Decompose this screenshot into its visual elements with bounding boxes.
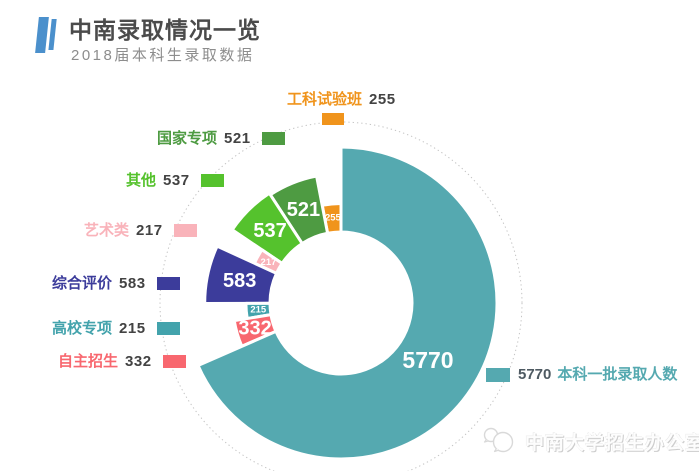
page-subtitle: 2018届本科生录取数据 <box>71 47 255 64</box>
callout-value: 255 <box>369 91 396 108</box>
legend-first-batch: 5770 本科一批录取人数 <box>486 367 677 382</box>
chart-segment-value-0: 255 <box>325 213 342 224</box>
chart-segment-value-1: 521 <box>287 199 320 221</box>
callout-swatch <box>162 355 186 368</box>
callout-value: 332 <box>125 353 152 370</box>
callout-university-program: 高校专项 215 <box>52 321 180 336</box>
callout-label: 工科试验班 <box>287 91 363 108</box>
callout-independent-admission: 自主招生 332 <box>58 354 186 369</box>
legend-value: 5770 <box>518 366 552 383</box>
callout-label: 综合评价 <box>52 275 113 292</box>
wechat-icon <box>483 427 514 453</box>
callout-label: 国家专项 <box>157 130 218 147</box>
chart-segment-value-4: 583 <box>223 270 256 292</box>
callout-value: 217 <box>136 222 163 239</box>
chart-segment-2 <box>230 191 304 265</box>
callout-swatch <box>173 224 197 237</box>
watermark: 中南大学招生办公室 <box>481 426 699 456</box>
callout-value: 215 <box>119 320 146 337</box>
callout-swatch <box>322 113 344 125</box>
callout-value: 537 <box>163 172 190 189</box>
chart-segment-value-2: 537 <box>253 220 286 242</box>
callout-label: 自主招生 <box>58 353 119 370</box>
callout-label: 艺术类 <box>84 222 130 239</box>
title-accent-bars <box>35 17 57 53</box>
callout-swatch <box>156 277 180 290</box>
callout-label: 高校专项 <box>52 320 113 337</box>
chart-segment-4 <box>203 244 278 306</box>
callout-engineering-class: 工科试验班 255 <box>287 92 396 125</box>
callout-label: 其他 <box>126 172 157 189</box>
callout-value: 521 <box>224 130 251 147</box>
chart-segment-value-3: 217 <box>261 257 277 268</box>
chart-segment-value-7: 5770 <box>402 347 453 373</box>
chart-segment-7 <box>196 145 499 461</box>
callout-art: 艺术类 217 <box>84 223 197 238</box>
page-title: 中南录取情况一览 <box>69 17 261 43</box>
callout-swatch <box>156 322 180 335</box>
legend-swatch <box>486 367 510 382</box>
callout-swatch <box>261 132 285 145</box>
legend-label: 本科一批录取人数 <box>557 366 678 383</box>
callout-comprehensive-eval: 综合评价 583 <box>52 276 180 291</box>
chart-segment-value-6: 332 <box>238 317 271 339</box>
callout-national-program: 国家专项 521 <box>157 131 285 146</box>
watermark-text: 中南大学招生办公室 <box>525 432 699 454</box>
callout-other: 其他 537 <box>126 173 224 188</box>
chart-segment-value-5: 215 <box>250 304 267 315</box>
callout-swatch <box>200 174 224 187</box>
callout-value: 583 <box>119 275 146 292</box>
